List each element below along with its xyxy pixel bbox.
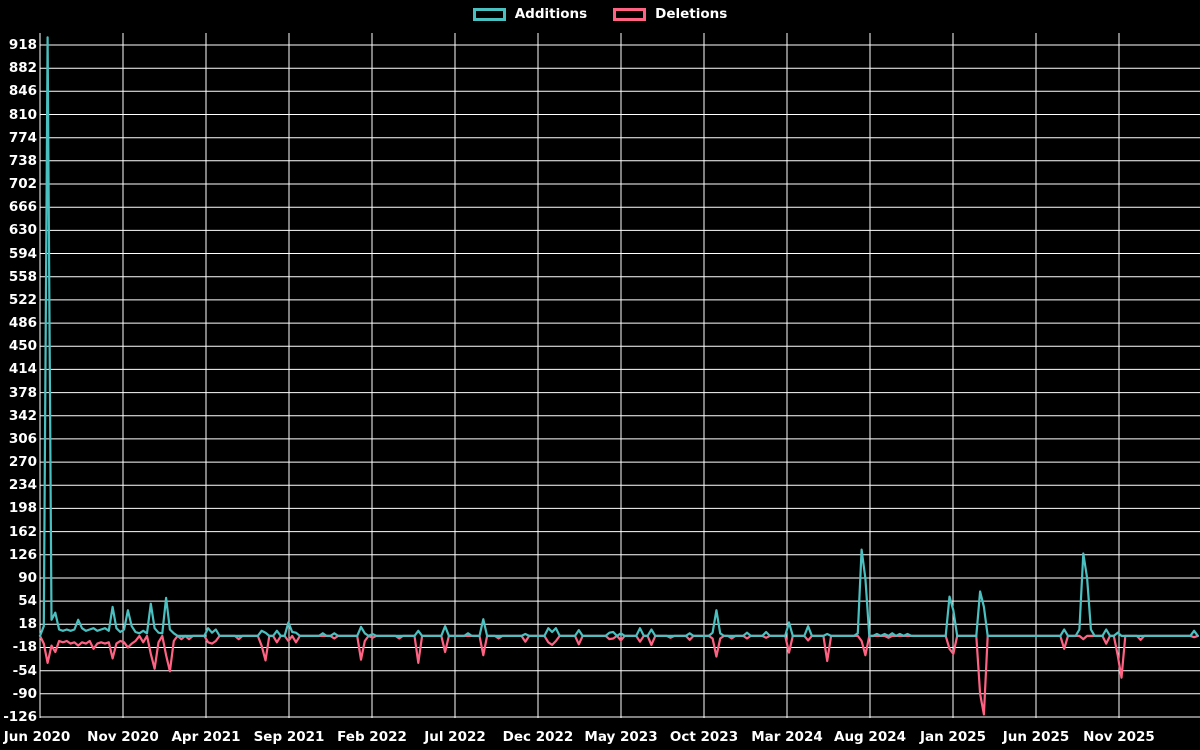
x-tick-label: Nov 2025 bbox=[1083, 729, 1155, 745]
legend-item-deletions[interactable]: Deletions bbox=[613, 6, 727, 22]
x-tick-label: Nov 2020 bbox=[87, 729, 159, 745]
y-tick-label: 234 bbox=[8, 477, 37, 494]
x-tick-label: Jan 2025 bbox=[919, 729, 987, 745]
x-tick-label: Jun 2020 bbox=[3, 729, 71, 745]
additions-swatch-icon bbox=[472, 7, 506, 21]
y-tick-label: 342 bbox=[8, 407, 37, 424]
x-tick-label: Dec 2022 bbox=[502, 729, 574, 745]
y-tick-label: -54 bbox=[12, 662, 37, 679]
y-tick-label: -18 bbox=[12, 639, 37, 656]
y-tick-label: 666 bbox=[8, 199, 37, 216]
x-tick-label: Oct 2023 bbox=[669, 729, 739, 745]
y-tick-label: 198 bbox=[8, 500, 37, 517]
x-tick-label: Jul 2022 bbox=[424, 729, 486, 745]
y-tick-label: 162 bbox=[8, 523, 37, 540]
x-tick-label: Feb 2022 bbox=[337, 729, 407, 745]
y-tick-label: 54 bbox=[18, 593, 37, 610]
y-tick-label: 846 bbox=[8, 83, 37, 100]
y-tick-label: 558 bbox=[8, 268, 37, 285]
y-tick-label: 810 bbox=[8, 106, 37, 123]
x-tick-label: Apr 2021 bbox=[171, 729, 241, 745]
series-line-additions bbox=[38, 36, 1200, 638]
y-tick-label: 18 bbox=[18, 616, 37, 633]
y-tick-label: -126 bbox=[3, 709, 37, 725]
y-tick-label: 702 bbox=[8, 176, 37, 193]
y-tick-label: 414 bbox=[8, 361, 37, 378]
y-tick-label: 486 bbox=[8, 315, 37, 332]
y-tick-label: 774 bbox=[8, 129, 37, 146]
y-tick-label: 270 bbox=[8, 454, 37, 471]
x-tick-label: May 2023 bbox=[584, 729, 658, 745]
x-tick-label: Jun 2025 bbox=[1002, 729, 1070, 745]
y-tick-label: 450 bbox=[8, 338, 37, 355]
y-tick-label: 630 bbox=[8, 222, 37, 239]
x-tick-label: Sep 2021 bbox=[253, 729, 325, 745]
y-tick-label: 90 bbox=[18, 569, 37, 586]
y-tick-label: 882 bbox=[8, 60, 37, 77]
deletions-swatch-icon bbox=[613, 7, 647, 21]
y-tick-label: 378 bbox=[8, 384, 37, 401]
legend-label-additions: Additions bbox=[514, 6, 588, 22]
x-tick-label: Aug 2024 bbox=[834, 729, 906, 745]
y-tick-label: 594 bbox=[8, 245, 37, 262]
chart-legend: Additions Deletions bbox=[0, 6, 1200, 22]
x-tick-label: Mar 2024 bbox=[751, 729, 823, 745]
y-tick-label: 738 bbox=[8, 152, 37, 169]
y-tick-label: 522 bbox=[8, 291, 37, 308]
legend-label-deletions: Deletions bbox=[655, 6, 728, 22]
y-tick-label: -90 bbox=[12, 685, 37, 702]
y-tick-label: 306 bbox=[8, 430, 37, 447]
legend-item-additions[interactable]: Additions bbox=[472, 6, 588, 22]
y-tick-label: 126 bbox=[8, 546, 37, 563]
y-tick-label: 918 bbox=[8, 36, 37, 53]
